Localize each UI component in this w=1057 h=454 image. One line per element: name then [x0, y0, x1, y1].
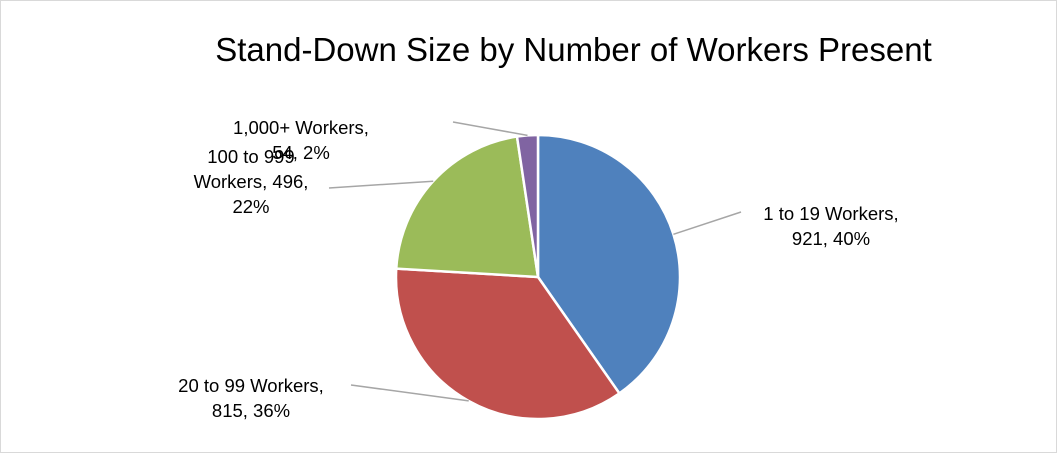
data-label-1000-plus-workers: 1,000+ Workers, 54, 2%	[233, 117, 369, 163]
pie-slices	[394, 133, 682, 421]
pie-slice-1-to-19-workers	[536, 133, 682, 395]
leader-line-1-000-workers	[452, 121, 528, 137]
pie-slice-20-to-99-workers	[394, 267, 621, 421]
data-label-1-to-19-workers: 1 to 19 Workers, 921, 40%	[763, 203, 899, 249]
chart-title: Stand-Down Size by Number of Workers Pre…	[215, 31, 932, 68]
pie-slice-100-to-999-workers	[395, 135, 540, 279]
leader-lines	[328, 121, 742, 402]
leader-line-100-to-999-workers	[328, 180, 434, 189]
leader-line-1-to-19-workers	[673, 211, 742, 236]
leader-line-20-to-99-workers	[350, 384, 469, 402]
data-label-100-to-999-workers: 100 to 999 Workers, 496, 22%	[193, 146, 309, 217]
data-label-20-to-99-workers: 20 to 99 Workers, 815, 36%	[178, 375, 324, 421]
